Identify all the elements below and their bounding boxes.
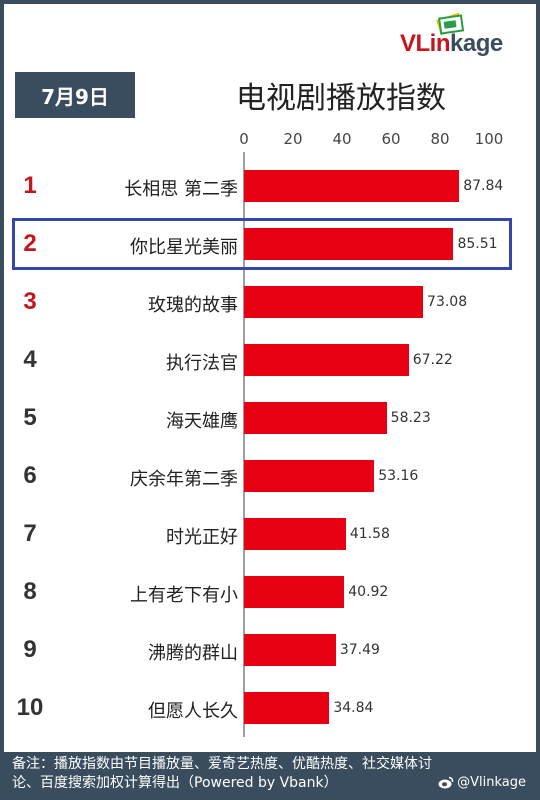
bar xyxy=(244,576,345,608)
footer-note: 备注：播放指数由节目播放量、爱奇艺热度、优酷热度、社交媒体讨论、百度搜索加权计算… xyxy=(4,752,536,796)
x-tick-label: 100 xyxy=(474,130,504,148)
rank-number: 4 xyxy=(23,346,37,373)
bar xyxy=(244,170,460,202)
footer-text: 备注：播放指数由节目播放量、爱奇艺热度、优酷热度、社交媒体讨论、百度搜索加权计算… xyxy=(12,756,432,791)
value-label: 53.16 xyxy=(378,468,419,484)
category-label: 海天雄鹰 xyxy=(166,411,238,432)
bar xyxy=(244,402,387,434)
rank-number: 3 xyxy=(23,288,37,315)
value-label: 67.22 xyxy=(412,352,453,368)
category-label: 长相思 第二季 xyxy=(124,179,238,200)
category-label: 庆余年第二季 xyxy=(130,469,238,490)
rank-number: 5 xyxy=(23,404,37,431)
category-label: 玫瑰的故事 xyxy=(148,295,238,316)
value-label: 73.08 xyxy=(427,294,468,310)
rank-number: 10 xyxy=(16,694,44,721)
bar xyxy=(244,518,346,550)
x-tick-label: 40 xyxy=(332,130,352,148)
bar xyxy=(244,344,409,376)
rank-number: 2 xyxy=(23,230,37,257)
y-axis-line xyxy=(243,152,245,737)
category-label: 但愿人长久 xyxy=(148,701,238,722)
value-label: 85.51 xyxy=(457,236,498,252)
value-label: 40.92 xyxy=(348,584,389,600)
logo-mark-icon xyxy=(436,12,465,36)
bar xyxy=(244,460,375,492)
value-label: 41.58 xyxy=(349,526,390,542)
category-label: 上有老下有小 xyxy=(130,585,238,606)
highlight-box xyxy=(12,218,512,270)
rank-number: 7 xyxy=(23,520,37,547)
category-label: 你比星光美丽 xyxy=(130,237,238,258)
x-tick-label: 0 xyxy=(239,130,249,148)
value-label: 34.84 xyxy=(333,700,374,716)
bar xyxy=(244,692,330,724)
category-label: 沸腾的群山 xyxy=(148,643,238,664)
weibo-handle-text: @Vlinkage xyxy=(457,775,526,790)
value-label: 87.84 xyxy=(463,178,504,194)
weibo-icon xyxy=(438,776,454,789)
date-badge: 7月9日 xyxy=(15,72,135,118)
weibo-handle: @Vlinkage xyxy=(438,775,526,790)
x-tick-label: 20 xyxy=(283,130,303,148)
logo-wordmark: VLinkage xyxy=(400,30,503,57)
chart-title: 电视剧播放指数 xyxy=(236,81,446,116)
rank-number: 8 xyxy=(23,578,37,605)
bar xyxy=(244,286,424,318)
rank-number: 1 xyxy=(23,172,37,199)
vlinkage-logo: VLinkage xyxy=(400,10,530,60)
bar xyxy=(244,228,454,260)
bar xyxy=(244,634,336,666)
rank-number: 6 xyxy=(23,462,37,489)
x-tick-label: 60 xyxy=(381,130,401,148)
value-label: 37.49 xyxy=(339,642,380,658)
x-tick-label: 80 xyxy=(430,130,450,148)
category-label: 时光正好 xyxy=(166,527,238,548)
value-label: 58.23 xyxy=(390,410,431,426)
category-label: 执行法官 xyxy=(166,353,238,374)
rank-number: 9 xyxy=(23,636,37,663)
